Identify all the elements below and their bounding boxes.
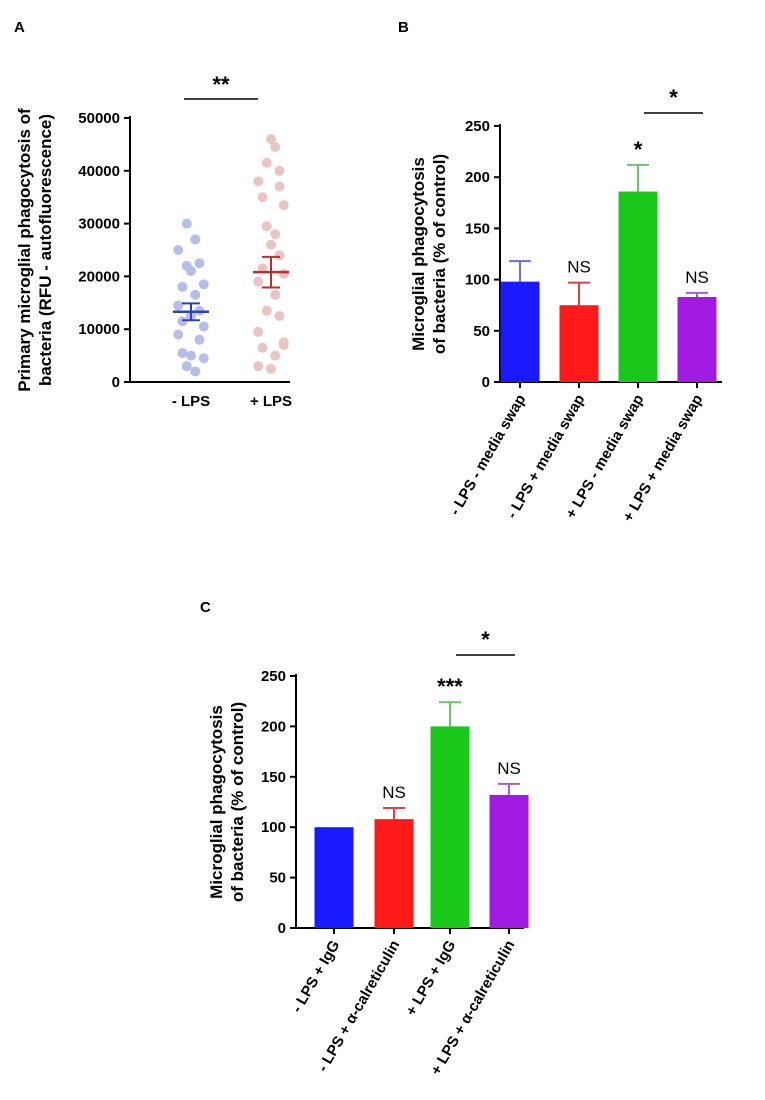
y-tick-label: 150 <box>465 220 490 237</box>
ns-label: NS <box>567 258 591 277</box>
data-point <box>274 311 285 321</box>
bar <box>314 827 354 928</box>
data-point <box>266 134 276 145</box>
data-point <box>198 353 209 364</box>
data-point <box>261 221 272 232</box>
y-tick-label: 0 <box>112 374 120 391</box>
data-point <box>253 176 264 187</box>
significance-label: * <box>669 85 678 110</box>
data-point <box>186 350 196 361</box>
y-tick-label: 0 <box>482 374 490 391</box>
data-point <box>194 334 205 345</box>
significance-label: *** <box>437 674 463 699</box>
data-point <box>181 218 192 229</box>
y-tick-label: 250 <box>261 668 286 685</box>
data-point <box>190 234 201 245</box>
x-category-label: - LPS + IgG <box>289 938 344 1016</box>
data-point <box>274 181 285 192</box>
x-category-label: + LPS <box>250 393 292 410</box>
data-point <box>198 321 209 332</box>
y-axis-label-line2: bacteria (RFU - autofluorescence) <box>36 114 55 386</box>
y-tick-label: 40000 <box>78 163 120 180</box>
y-tick-label: 250 <box>465 118 490 135</box>
bar <box>618 191 658 382</box>
data-point <box>270 142 281 153</box>
data-point <box>173 329 184 340</box>
data-point <box>257 342 268 353</box>
y-axis-label-line1: Microglial phagocytosis <box>207 705 226 899</box>
data-point <box>181 361 192 372</box>
y-tick-label: 100 <box>261 819 286 836</box>
significance-label: ** <box>212 72 230 97</box>
y-axis-label: Microglial phagocytosis of bacteria (% of… <box>207 702 247 902</box>
data-point <box>186 266 196 277</box>
data-point <box>177 347 188 358</box>
y-axis-label-line1: Microglial phagocytosis <box>409 157 428 351</box>
y-axis-label: Microglial phagocytosis of bacteria (% of… <box>409 154 449 354</box>
panel-c-bar-chart: C 0 50 100 150 200 250 Microglial phagocytosis o… <box>200 599 529 1078</box>
y-tick-label: 50000 <box>78 110 120 127</box>
data-point <box>270 289 281 300</box>
data-point <box>253 276 264 287</box>
data-point <box>173 300 184 311</box>
y-tick-label: 200 <box>465 169 490 186</box>
panel-a-scatter: A 0 10000 20000 30000 40000 50000 Primary micro… <box>14 19 292 410</box>
data-point <box>177 316 188 327</box>
bar <box>677 297 717 382</box>
data-point <box>274 250 285 261</box>
data-point <box>266 239 276 250</box>
panel-letter-b: B <box>398 19 409 36</box>
y-axis-label-line1: Primary microglial phagocytosis of <box>15 108 34 392</box>
data-point <box>190 366 201 377</box>
data-point <box>278 268 289 279</box>
bar <box>430 726 470 928</box>
panel-b-bar-chart: B 0 50 100 150 200 250 Microglial phagocytosis o… <box>398 19 722 525</box>
data-point <box>198 279 209 290</box>
y-tick-label: 10000 <box>78 321 120 338</box>
ns-label: NS <box>382 783 406 802</box>
y-tick-label: 20000 <box>78 268 120 285</box>
y-axis-label-line2: of bacteria (% of control) <box>228 702 247 902</box>
data-point <box>194 258 205 269</box>
data-point <box>266 363 276 374</box>
panel-letter-a: A <box>14 19 25 36</box>
panel-letter-c: C <box>200 599 211 616</box>
ns-label: NS <box>685 268 709 287</box>
data-point <box>261 157 272 168</box>
y-axis-label-line2: of bacteria (% of control) <box>430 154 449 354</box>
significance-label: * <box>634 137 643 162</box>
y-axis-label: Primary microglial phagocytosis of bacter… <box>15 108 55 392</box>
bar <box>500 281 540 382</box>
bar <box>559 305 599 382</box>
data-point <box>278 200 289 211</box>
data-point <box>274 165 285 176</box>
y-tick-label: 50 <box>473 323 490 340</box>
y-tick-label: 30000 <box>78 216 120 233</box>
y-tick-label: 100 <box>465 272 490 289</box>
y-tick-label: 0 <box>278 920 286 937</box>
data-point <box>173 245 184 255</box>
y-tick-label: 150 <box>261 769 286 786</box>
data-point <box>190 289 201 300</box>
data-point <box>261 305 272 316</box>
x-category-label: - LPS <box>172 393 210 410</box>
data-point <box>253 361 264 372</box>
y-tick-label: 200 <box>261 718 286 735</box>
data-point <box>270 350 281 361</box>
y-tick-label: 50 <box>269 870 286 887</box>
data-point <box>257 192 268 203</box>
bar <box>374 819 414 928</box>
data-point <box>270 229 281 240</box>
significance-label: * <box>481 627 490 652</box>
ns-label: NS <box>497 759 521 778</box>
x-category-label: + LPS + IgG <box>403 938 460 1019</box>
data-point <box>177 281 188 292</box>
data-point <box>278 337 289 348</box>
bar <box>489 794 529 928</box>
data-point <box>253 326 264 337</box>
